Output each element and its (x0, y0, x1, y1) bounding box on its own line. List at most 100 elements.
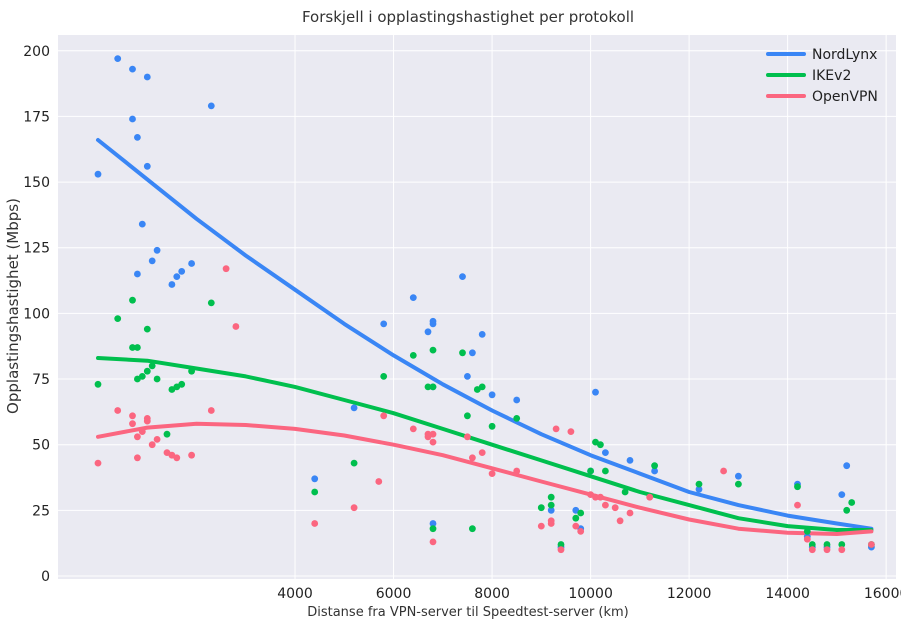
point-nordlynx (459, 273, 466, 280)
point-nordlynx (129, 115, 136, 123)
point-ikev2 (488, 422, 496, 430)
x-tick-label: 10000 (568, 586, 613, 602)
point-nordlynx (464, 373, 471, 380)
point-nordlynx (134, 270, 141, 278)
point-openvpn (838, 546, 846, 554)
legend-label-openvpn: OpenVPN (812, 89, 878, 105)
point-ikev2 (134, 344, 141, 351)
y-axis-label: Opplastingshastighet (Mbps) (4, 198, 22, 414)
trend-lines (96, 138, 874, 536)
point-ikev2 (621, 488, 629, 496)
x-tick-label: 4000 (277, 586, 313, 602)
point-ikev2 (803, 528, 811, 535)
point-openvpn (552, 425, 560, 433)
y-tick-labels: 0 25 50 75 100 125 150 175 200 (23, 44, 50, 585)
point-nordlynx (148, 257, 156, 265)
point-openvpn (429, 430, 437, 438)
data-points (94, 55, 875, 554)
x-tick-label: 8000 (474, 586, 510, 602)
point-openvpn (602, 501, 609, 509)
point-openvpn (350, 504, 358, 512)
plot-area (58, 35, 896, 579)
point-openvpn (464, 433, 471, 441)
point-openvpn (129, 412, 136, 420)
point-nordlynx (134, 134, 141, 141)
point-openvpn (794, 501, 801, 509)
point-openvpn (134, 433, 141, 441)
point-ikev2 (311, 488, 319, 496)
point-ikev2 (513, 415, 521, 422)
point-ikev2 (572, 514, 580, 522)
point-ikev2 (547, 501, 555, 509)
point-nordlynx (138, 220, 146, 228)
point-openvpn (380, 412, 388, 420)
point-nordlynx (178, 268, 186, 275)
point-ikev2 (557, 541, 565, 548)
point-ikev2 (808, 541, 816, 548)
point-nordlynx (735, 472, 742, 480)
point-nordlynx (838, 491, 846, 498)
point-ikev2 (848, 499, 856, 506)
point-openvpn (557, 546, 565, 554)
point-openvpn (572, 522, 580, 530)
point-ikev2 (429, 383, 437, 391)
point-ikev2 (838, 541, 846, 548)
point-nordlynx (409, 294, 417, 301)
y-tick-label: 200 (23, 44, 50, 60)
point-ikev2 (695, 480, 703, 488)
point-nordlynx (207, 102, 215, 110)
legend-label-nordlynx: NordLynx (812, 47, 877, 63)
point-nordlynx (695, 485, 703, 493)
x-axis-label: Distanse fra VPN-server til Speedtest-se… (307, 605, 629, 620)
y-tick-label: 100 (23, 306, 50, 322)
point-openvpn (173, 454, 181, 462)
point-nordlynx (188, 260, 196, 267)
point-nordlynx (114, 55, 122, 62)
point-nordlynx (488, 391, 496, 399)
point-ikev2 (459, 349, 466, 357)
point-nordlynx (424, 328, 432, 336)
x-tick-label: 6000 (376, 586, 412, 602)
point-nordlynx (592, 388, 599, 396)
trend-line-ikev2 (96, 356, 874, 532)
point-openvpn (478, 449, 486, 456)
point-nordlynx (478, 331, 486, 338)
point-ikev2 (429, 346, 437, 354)
point-ikev2 (577, 509, 585, 517)
point-ikev2 (129, 344, 136, 351)
point-openvpn (537, 522, 545, 530)
point-openvpn (375, 478, 383, 485)
point-nordlynx (143, 73, 151, 81)
point-openvpn (488, 470, 496, 477)
point-openvpn (469, 454, 476, 462)
point-openvpn (138, 428, 146, 435)
point-openvpn (803, 535, 811, 543)
point-nordlynx (602, 449, 609, 456)
point-ikev2 (587, 467, 594, 475)
point-openvpn (567, 428, 575, 435)
point-ikev2 (602, 467, 609, 475)
point-openvpn (720, 467, 727, 475)
point-openvpn (592, 493, 599, 501)
point-openvpn (626, 509, 634, 517)
point-openvpn (94, 459, 102, 467)
point-ikev2 (207, 299, 215, 307)
point-nordlynx (429, 520, 437, 527)
point-ikev2 (597, 441, 604, 449)
point-ikev2 (735, 480, 742, 488)
point-ikev2 (114, 315, 122, 322)
legend: NordLynx IKEv2 OpenVPN (766, 47, 878, 105)
point-nordlynx (143, 162, 151, 170)
point-openvpn (823, 546, 831, 554)
y-tick-label: 125 (23, 241, 50, 257)
point-nordlynx (129, 65, 136, 73)
point-ikev2 (188, 367, 196, 375)
point-ikev2 (429, 525, 437, 533)
point-openvpn (616, 517, 624, 525)
point-ikev2 (138, 373, 146, 380)
y-tick-label: 25 (32, 503, 50, 519)
point-ikev2 (148, 362, 156, 370)
point-ikev2 (178, 380, 186, 388)
